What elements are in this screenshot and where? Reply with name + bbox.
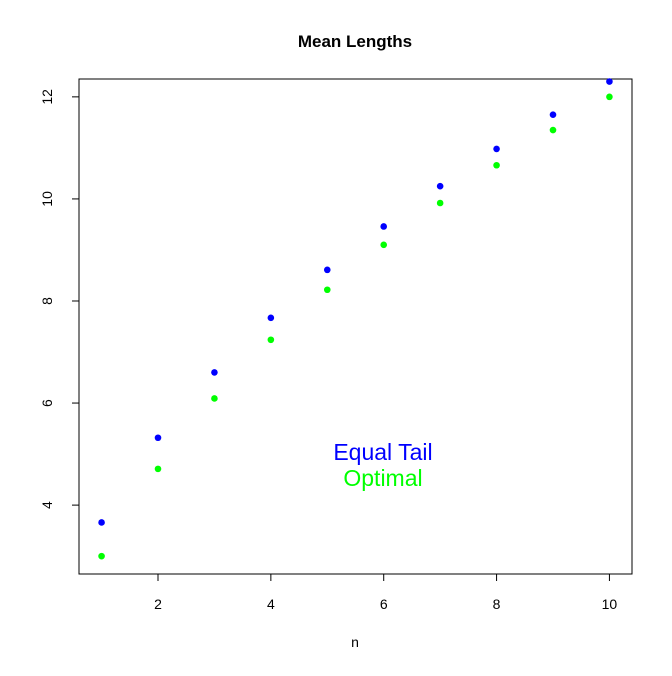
x-tick-label: 10 xyxy=(602,596,618,612)
data-point-series-0 xyxy=(436,182,444,190)
data-point-series-1 xyxy=(98,552,105,560)
data-point-series-0 xyxy=(98,519,105,526)
data-point-series-1 xyxy=(267,336,275,344)
plot-frame xyxy=(78,78,633,575)
data-point-series-1 xyxy=(436,199,444,207)
data-point-series-0 xyxy=(606,78,613,85)
x-tick-label: 2 xyxy=(154,596,162,612)
data-point-series-1 xyxy=(380,241,388,249)
data-point-series-0 xyxy=(380,223,388,230)
data-point-series-1 xyxy=(154,465,162,473)
data-point-series-0 xyxy=(323,266,331,274)
data-point-series-0 xyxy=(211,369,218,376)
data-points xyxy=(98,78,613,560)
data-point-series-0 xyxy=(154,434,162,442)
x-axis: 2 4 6 8 10 xyxy=(154,574,617,612)
data-point-series-1 xyxy=(606,93,613,101)
data-point-series-1 xyxy=(211,395,218,402)
data-point-series-0 xyxy=(549,111,557,119)
legend-label-equal-tail: Equal Tail xyxy=(333,439,432,465)
data-point-series-1 xyxy=(493,161,500,169)
y-tick-label: 10 xyxy=(39,191,55,207)
data-point-series-1 xyxy=(549,126,557,134)
y-axis: 4 6 8 10 12 xyxy=(39,89,79,509)
y-tick-label: 8 xyxy=(39,297,55,305)
legend-label-optimal: Optimal xyxy=(343,465,422,491)
x-axis-label: n xyxy=(351,634,359,650)
data-point-series-1 xyxy=(323,286,331,294)
x-tick-label: 6 xyxy=(380,596,388,612)
x-tick-label: 4 xyxy=(267,596,275,612)
y-tick-label: 12 xyxy=(39,89,55,105)
y-tick-label: 6 xyxy=(39,399,55,407)
chart-title: Mean Lengths xyxy=(298,32,412,51)
x-tick-label: 8 xyxy=(493,596,501,612)
data-point-series-0 xyxy=(493,145,500,153)
data-point-series-0 xyxy=(267,314,275,322)
y-tick-label: 4 xyxy=(39,501,55,509)
